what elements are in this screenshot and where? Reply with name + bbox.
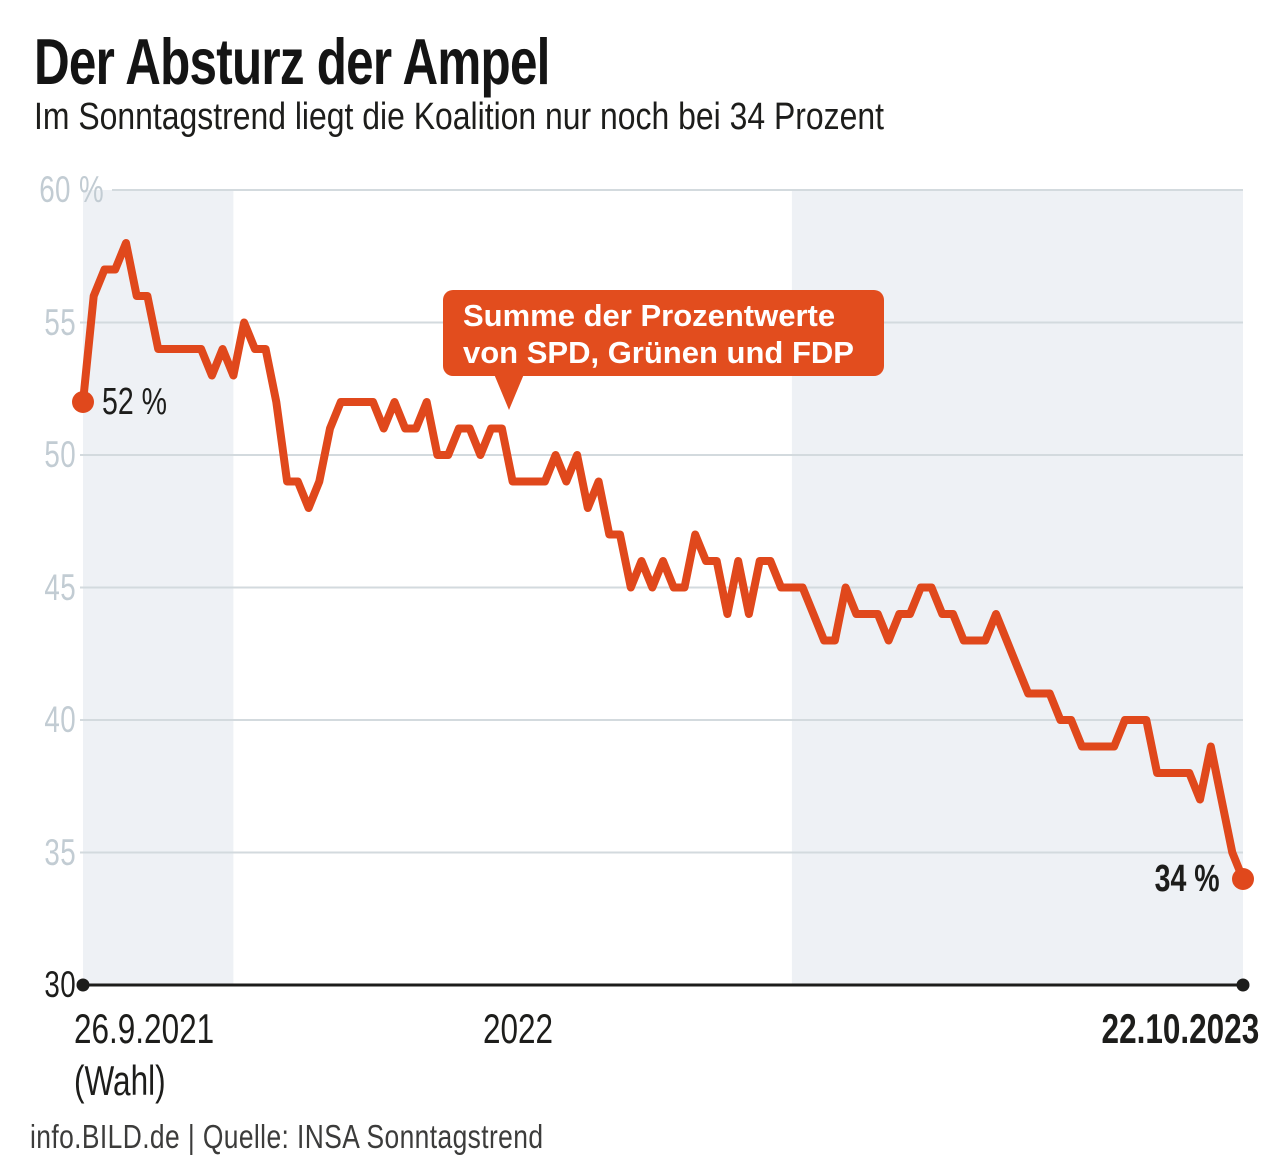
- y-axis-label-45: 45: [44, 566, 76, 608]
- source-credit: info.BILD.de | Quelle: INSA Sonntagstren…: [30, 1118, 544, 1155]
- y-axis-label-40: 40: [44, 699, 76, 740]
- x-axis-mid-label: 2022: [482, 1005, 554, 1052]
- page-subtitle: Im Sonntagstrend liegt die Koalition nur…: [34, 96, 884, 138]
- start-value-label: 52 %: [102, 381, 167, 423]
- y-axis-label-35: 35: [44, 831, 76, 873]
- y-axis-label-55: 55: [44, 301, 76, 343]
- y-axis-label-50: 50: [44, 434, 76, 475]
- x-axis-start-dot: [76, 978, 90, 992]
- trend-line: [79, 239, 1247, 883]
- page-title: Der Absturz der Ampel: [34, 25, 550, 98]
- annotation-line2: von SPD, Grünen und FDP: [463, 335, 854, 370]
- x-axis-start-note: (Wahl): [74, 1057, 166, 1104]
- x-axis-start-label: 26.9.2021: [74, 1005, 215, 1052]
- end-point-dot: [1232, 868, 1254, 890]
- annotation-pointer: [494, 374, 524, 410]
- annotation-line1: Summe der Prozentwerte: [463, 298, 836, 333]
- annotation-callout: Summe der Prozentwerte von SPD, Grünen u…: [443, 290, 884, 410]
- y-axis-label-60: 60 %: [39, 169, 104, 210]
- x-axis-end-dot: [1236, 978, 1250, 992]
- start-point-dot: [72, 391, 94, 413]
- x-axis-end-label: 22.10.2023: [1101, 1005, 1259, 1052]
- y-axis-label-30: 30: [44, 964, 76, 1005]
- end-value-label: 34 %: [1155, 858, 1220, 900]
